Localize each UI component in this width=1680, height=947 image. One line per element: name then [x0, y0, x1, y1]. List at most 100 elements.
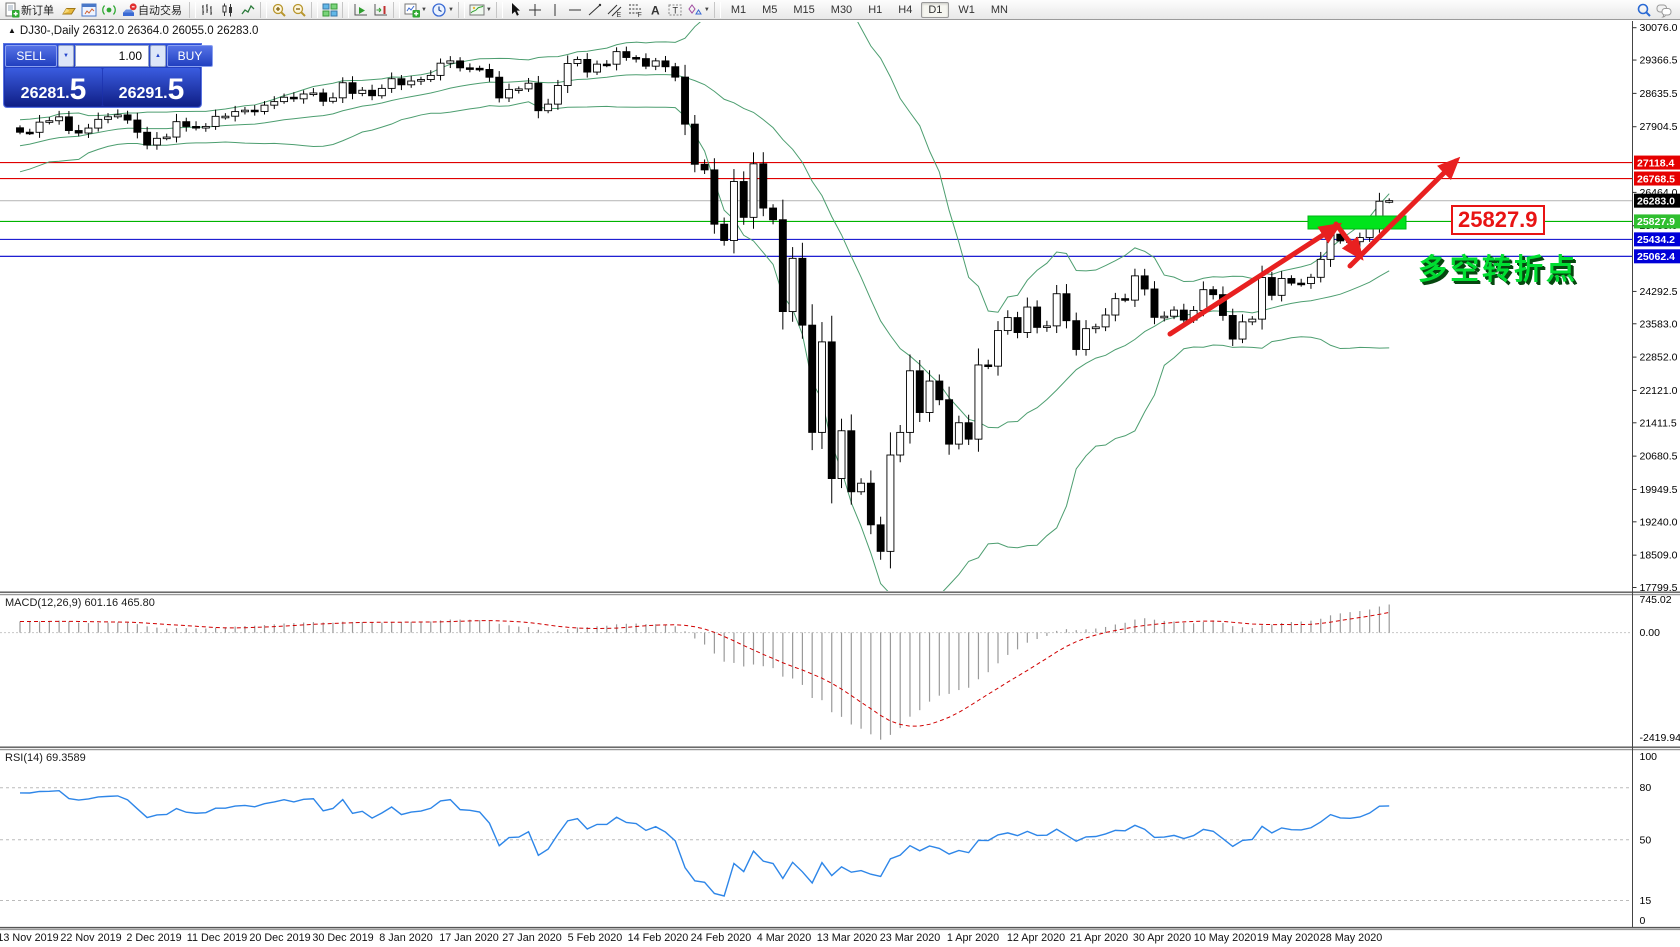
timeframe-m1-button[interactable]: M1	[730, 3, 747, 16]
signals-button[interactable]	[99, 1, 119, 19]
cursor-tool[interactable]	[505, 1, 525, 19]
timeframe-m5-button[interactable]: M5	[762, 3, 778, 16]
candle-bull	[1258, 277, 1267, 320]
candle-bear	[143, 131, 152, 146]
metaeditor-button[interactable]	[59, 1, 79, 19]
candle-bull	[1082, 328, 1090, 350]
line-chart-button[interactable]	[238, 1, 258, 19]
candle-bull	[1326, 233, 1335, 260]
chart-shift-button[interactable]	[371, 1, 391, 19]
crosshair-tool[interactable]	[525, 1, 545, 19]
trendline-tool[interactable]	[585, 1, 605, 19]
date-label: 5 Feb 2020	[568, 932, 623, 944]
collapse-triangle-icon[interactable]: ▲	[8, 26, 16, 35]
shapes-tool[interactable]: ▼	[685, 1, 712, 19]
rsi-pane[interactable]	[0, 787, 1632, 901]
candle-bear	[690, 123, 699, 165]
chat-icon[interactable]	[1654, 1, 1674, 19]
trend-arrow-3[interactable]	[1347, 156, 1461, 269]
date-label: 14 Feb 2020	[628, 932, 689, 944]
candle-bear	[1121, 298, 1130, 301]
candle-chart-button[interactable]	[218, 1, 238, 19]
candle-bear	[1218, 294, 1227, 316]
market-watch-button[interactable]	[79, 1, 99, 19]
timeframe-w1-button[interactable]: W1	[958, 3, 975, 16]
macd-pane[interactable]	[0, 604, 1632, 740]
volume-input[interactable]	[75, 45, 149, 67]
price-axis[interactable]: 30076.029366.528635.527904.526464.025733…	[1632, 22, 1680, 927]
candles[interactable]	[16, 46, 1394, 569]
axis-tick-label: 17799.5	[1640, 582, 1678, 594]
templates-button[interactable]: ▼	[467, 1, 494, 19]
zoom-in-button[interactable]	[269, 1, 289, 19]
trend-arrow-2[interactable]	[1333, 221, 1364, 261]
candle-bull	[45, 120, 54, 123]
candle-bear	[583, 58, 592, 73]
timeframe-h1-button[interactable]: H1	[868, 3, 883, 16]
new-chart-button[interactable]: ▼	[402, 1, 429, 19]
candle-bull	[1307, 276, 1315, 285]
text-tool[interactable]: A	[645, 1, 665, 19]
autoscroll-icon	[353, 2, 369, 18]
sell-price-dot: .	[65, 85, 70, 102]
tile-icon	[322, 2, 338, 18]
auto-scroll-button[interactable]	[351, 1, 371, 19]
date-axis[interactable]: 13 Nov 2019 22 Nov 2019 2 Dec 2019 11 Dec 2…	[0, 932, 1382, 944]
volume-decrease-button[interactable]: ▼	[58, 45, 74, 67]
candle-bull	[1160, 315, 1169, 319]
templates-button-dropdown-icon[interactable]: ▼	[485, 6, 492, 13]
candle-bull	[55, 116, 64, 122]
horizontal-line-tool[interactable]	[565, 1, 585, 19]
toolbar-separator	[311, 1, 318, 18]
buy-button[interactable]: BUY	[167, 45, 213, 67]
shapes-tool-dropdown-icon[interactable]: ▼	[703, 6, 710, 13]
annotation-note-text[interactable]: 多空转折点	[1418, 254, 1579, 286]
trend-arrow-1[interactable]	[1167, 222, 1343, 337]
search-icon[interactable]	[1634, 1, 1654, 19]
periods-button-dropdown-icon[interactable]: ▼	[447, 6, 454, 13]
date-label: 4 Mar 2020	[757, 932, 812, 944]
buy-price-dot: .	[163, 85, 168, 102]
candle-bull	[260, 104, 269, 112]
timeframe-d1-button[interactable]: D1	[921, 1, 950, 18]
vertical-line-tool[interactable]	[545, 1, 565, 19]
date-label: 11 Dec 2019	[187, 932, 247, 944]
timeframe-h4-button[interactable]: H4	[898, 3, 913, 16]
chartwin-icon	[81, 2, 97, 18]
zoom-out-button[interactable]	[289, 1, 309, 19]
price-callout-label[interactable]: 25827.9	[1451, 205, 1545, 235]
sell-price[interactable]: 26281. 5	[5, 68, 102, 106]
axis-tick-label: 23583.0	[1640, 318, 1678, 330]
autotrading-button-label: 自动交易	[138, 4, 182, 17]
fibonacci-tool[interactable]: F	[625, 1, 645, 19]
timeframe-mn-button[interactable]: MN	[990, 3, 1008, 16]
macd-axis-label: -2419.94	[1640, 732, 1680, 744]
timeframe-m15-button[interactable]: M15	[793, 3, 815, 16]
candle-bull	[1091, 326, 1100, 330]
sell-price-main: 26281	[20, 85, 66, 102]
candle-bull	[1277, 278, 1286, 296]
candle-bear	[192, 126, 200, 129]
periods-button[interactable]: ▼	[429, 1, 456, 19]
candle-bear	[368, 89, 377, 97]
candle-bull	[1023, 306, 1032, 333]
buy-price[interactable]: 26291. 5	[103, 68, 200, 106]
candle-bull	[749, 163, 758, 218]
chat-icon	[1656, 2, 1672, 18]
bb-middle-line	[19, 74, 1390, 429]
sell-button[interactable]: SELL	[5, 45, 57, 67]
bar-chart-button[interactable]	[198, 1, 218, 19]
timeframe-m30-button[interactable]: M30	[830, 3, 853, 16]
candle-bear	[808, 324, 817, 433]
toolbar-separator	[189, 1, 196, 18]
channel-icon: E	[607, 2, 623, 18]
equidistant-channel-tool[interactable]: E	[605, 1, 625, 19]
new-order-button[interactable]: 新订单	[2, 1, 59, 19]
bollinger-bands[interactable]	[19, 0, 1390, 603]
volume-increase-button[interactable]: ▲	[150, 45, 166, 67]
text-label-tool[interactable]: T	[665, 1, 685, 19]
new-chart-button-dropdown-icon[interactable]: ▼	[421, 6, 427, 13]
autotrading-button[interactable]: 自动交易	[119, 1, 187, 19]
tile-windows-button[interactable]	[320, 1, 340, 19]
